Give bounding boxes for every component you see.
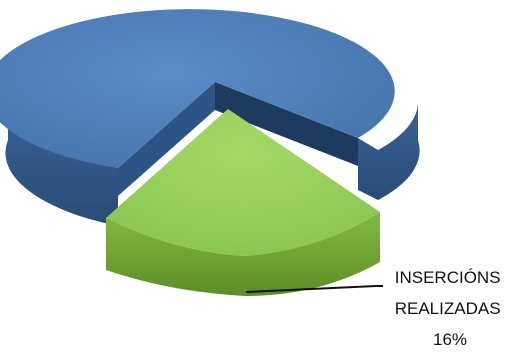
slice-0-top [0, 9, 395, 168]
slice-0-outer-side [5, 97, 118, 226]
slice-1-top [106, 109, 380, 256]
slice-0-cut-wall-left [118, 82, 215, 196]
slice-group-0 [0, 9, 420, 226]
slice-1-label-line-3: 16% [433, 330, 467, 349]
slice-1-data-label: INSERCIÓNS REALIZADAS 16% [395, 268, 506, 349]
slice-1-outer-side [106, 212, 380, 296]
slice-1-label-line-2: REALIZADAS [395, 299, 501, 318]
slice-0-outer-side-right [358, 100, 420, 200]
slice-1-label-line-1: INSERCIÓNS [395, 268, 501, 287]
slice-group-1 [106, 109, 380, 296]
slice-1-leader-line [245, 285, 383, 293]
slice-0-cut-wall-right [215, 82, 358, 166]
